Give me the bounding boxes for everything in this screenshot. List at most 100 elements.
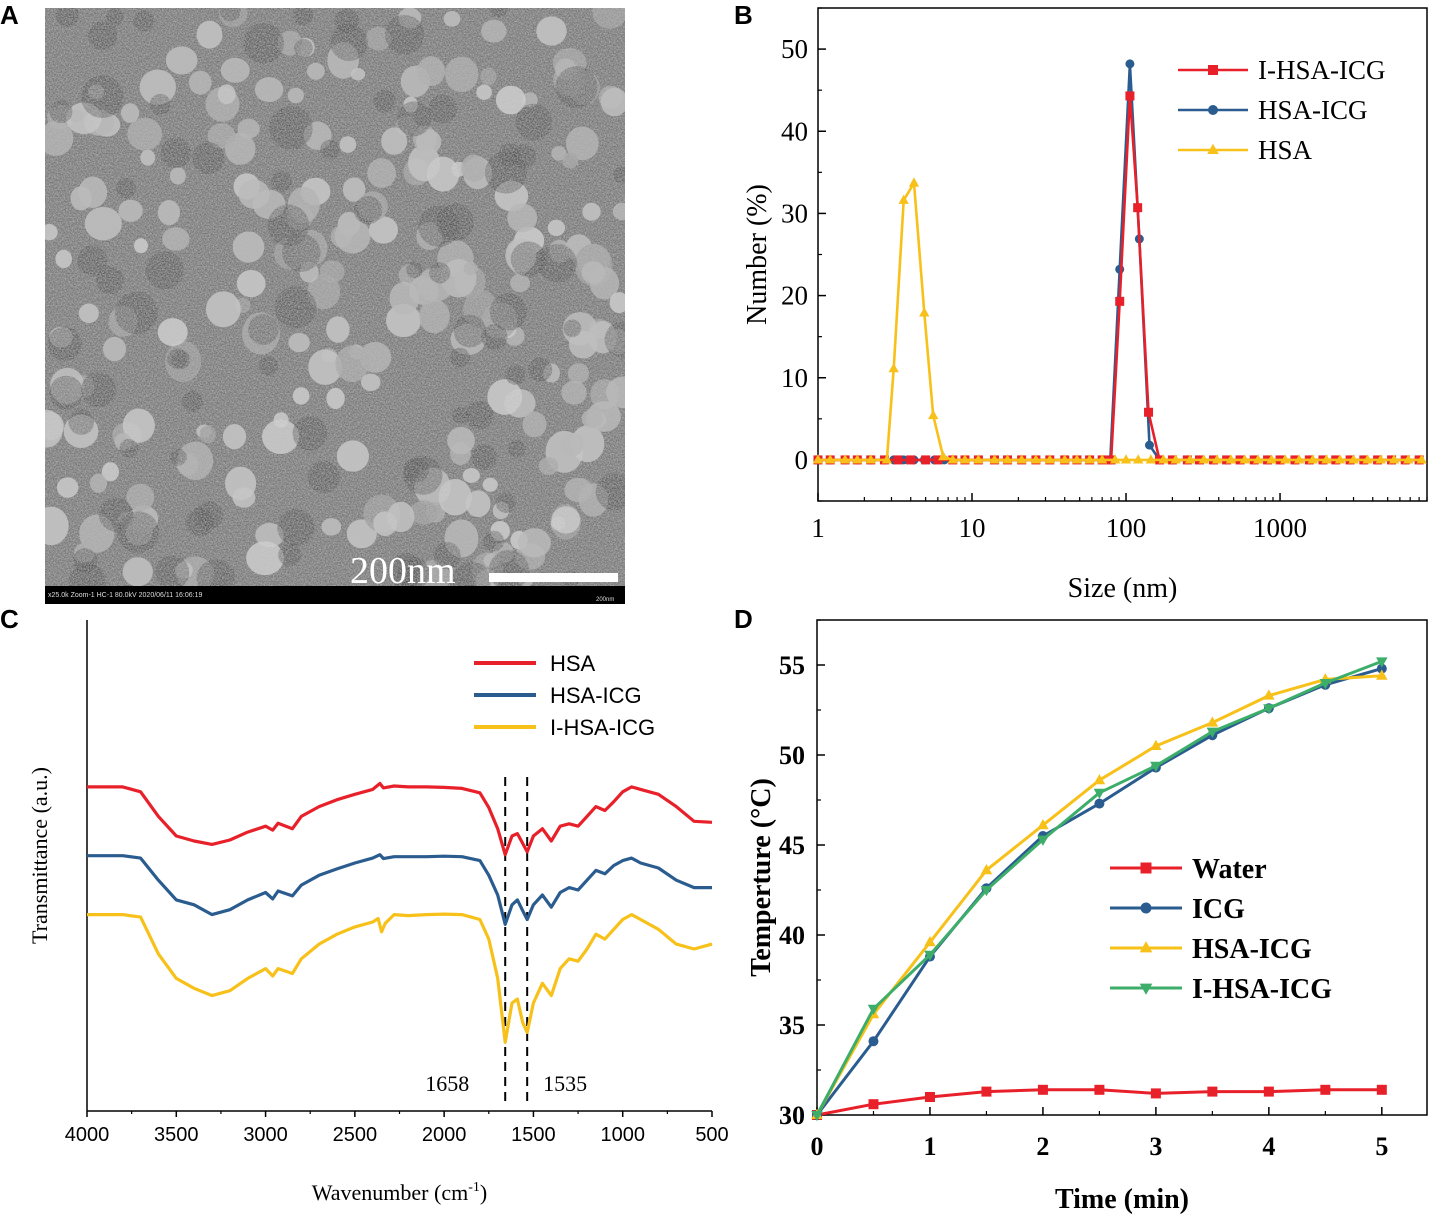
data-point-hsa <box>1198 454 1209 464</box>
data-point-i-hsa-icg <box>1150 761 1162 773</box>
data-point-i-hsa-icg <box>1144 407 1154 417</box>
data-point-i-hsa-icg <box>1206 727 1219 738</box>
data-point-hsa <box>1280 454 1291 464</box>
y-tick-label: 20 <box>781 281 808 311</box>
data-point-hsa <box>1403 454 1414 464</box>
legend-label-hsa-icg: HSA-ICG <box>1258 95 1368 125</box>
panel-letter-b: B <box>734 0 753 30</box>
data-point-hsa <box>1158 454 1169 464</box>
data-point-icg <box>1376 663 1387 674</box>
legend-label-i-hsa-icg: I-HSA-ICG <box>1258 55 1386 85</box>
data-point-hsa <box>898 194 909 204</box>
data-point-hsa <box>888 363 899 373</box>
data-point-hsa-icg <box>1093 773 1106 785</box>
data-point-hsa <box>852 454 863 464</box>
data-point-hsa <box>908 177 920 187</box>
series-line-hsa-icg <box>815 674 1382 1116</box>
tem-micrograph: x25.0k Zoom-1 HC-1 80.0kV 2020/06/11 16:… <box>45 8 625 604</box>
data-point-i-hsa-icg <box>1376 657 1388 668</box>
x-axis-title: Size (nm) <box>1068 573 1178 604</box>
legend-marker-i-hsa-icg <box>1208 65 1218 75</box>
x-tick-label: 10 <box>959 513 986 543</box>
data-point-icg <box>1094 798 1105 809</box>
panel-letter-c: C <box>0 604 19 634</box>
data-point-hsa <box>1211 454 1223 464</box>
data-point-hsa-icg <box>1037 818 1049 830</box>
y-axis-title: Transmittance (a.u.) <box>27 767 52 944</box>
data-point-hsa <box>1170 454 1181 464</box>
data-point-hsa <box>1030 454 1042 464</box>
data-point-hsa-icg <box>1150 739 1162 750</box>
legend-label-hsa: HSA <box>1258 135 1313 165</box>
x-axis-title-tail: ) <box>480 1180 487 1205</box>
data-point-hsa <box>1059 454 1070 464</box>
data-point-hsa-icg <box>1144 440 1154 450</box>
peak-label-1535: 1535 <box>543 1071 587 1096</box>
legend-label-water: Water <box>1192 854 1267 885</box>
x-tick-label: 3500 <box>154 1124 199 1146</box>
x-tick-label: 1000 <box>600 1124 645 1146</box>
y-tick-label: 30 <box>779 1101 805 1130</box>
data-point-hsa-icg <box>1115 264 1125 274</box>
data-point-hsa <box>1334 454 1346 464</box>
data-point-hsa <box>1109 454 1121 464</box>
spectrum-hsa-icg <box>87 853 712 926</box>
data-point-i-hsa-icg <box>1319 679 1332 690</box>
data-point-i-hsa-icg <box>921 455 931 465</box>
y-tick-label: 10 <box>781 363 808 393</box>
data-point-hsa-icg <box>924 935 936 947</box>
data-point-icg <box>868 1036 879 1047</box>
scale-bar-label: 200nm <box>350 550 456 592</box>
x-tick-label: 2500 <box>333 1124 378 1146</box>
data-point-i-hsa-icg <box>980 886 993 897</box>
x-tick-label: 4000 <box>65 1124 110 1146</box>
data-point-hsa <box>1375 454 1386 464</box>
data-point-water <box>981 1086 992 1097</box>
data-point-water <box>1037 1084 1048 1095</box>
data-point-water <box>1094 1084 1105 1095</box>
x-tick-label: 1 <box>811 513 825 543</box>
data-point-hsa <box>1120 454 1132 464</box>
x-tick-label: 2000 <box>422 1124 467 1146</box>
data-point-hsa <box>865 454 876 464</box>
data-point-hsa <box>973 454 984 464</box>
legend-label-hsa: HSA <box>550 651 596 676</box>
data-point-hsa-icg <box>1125 59 1135 69</box>
y-tick-label: 45 <box>779 831 805 860</box>
data-point-hsa <box>1096 454 1108 464</box>
data-point-water <box>1150 1088 1161 1099</box>
x-tick-label: 1 <box>923 1132 936 1161</box>
x-tick-label: 500 <box>695 1124 728 1146</box>
spectrum-hsa <box>87 781 713 857</box>
x-axis-title-main: Wavenumber (cm <box>312 1180 468 1205</box>
data-point-hsa <box>1184 454 1196 464</box>
data-point-hsa <box>881 454 893 464</box>
data-point-hsa <box>1133 454 1144 464</box>
legend-label-i-hsa-icg: I-HSA-ICG <box>550 715 655 740</box>
data-point-i-hsa-icg <box>1093 788 1106 800</box>
data-point-i-hsa-icg <box>906 455 916 465</box>
data-point-i-hsa-icg <box>933 455 943 465</box>
x-tick-label: 5 <box>1375 1132 1388 1161</box>
data-point-hsa <box>1362 454 1373 464</box>
data-point-i-hsa-icg <box>867 1004 880 1016</box>
data-point-hsa <box>839 454 851 464</box>
data-point-hsa <box>1416 454 1427 464</box>
data-point-hsa <box>1225 454 1237 464</box>
legend-marker-hsa-icg <box>1139 941 1153 953</box>
data-point-hsa <box>1388 454 1400 464</box>
data-point-hsa <box>947 454 958 464</box>
data-point-water <box>1263 1086 1274 1097</box>
series-line-icg <box>815 667 1383 1116</box>
legend-label-i-hsa-icg: I-HSA-ICG <box>1192 974 1332 1005</box>
legend-marker-water <box>1140 862 1152 874</box>
x-axis-title: Wavenumber (cm-1) <box>312 1180 487 1205</box>
x-axis-title-sup: -1 <box>468 1180 480 1195</box>
spectrum-i-hsa-icg <box>87 912 713 1044</box>
peak-label-1658: 1658 <box>425 1071 469 1096</box>
data-point-hsa-icg <box>1376 669 1388 680</box>
x-tick-label: 1000 <box>1253 513 1307 543</box>
x-tick-label: 2 <box>1036 1132 1049 1161</box>
legend-label-icg: ICG <box>1192 894 1245 925</box>
